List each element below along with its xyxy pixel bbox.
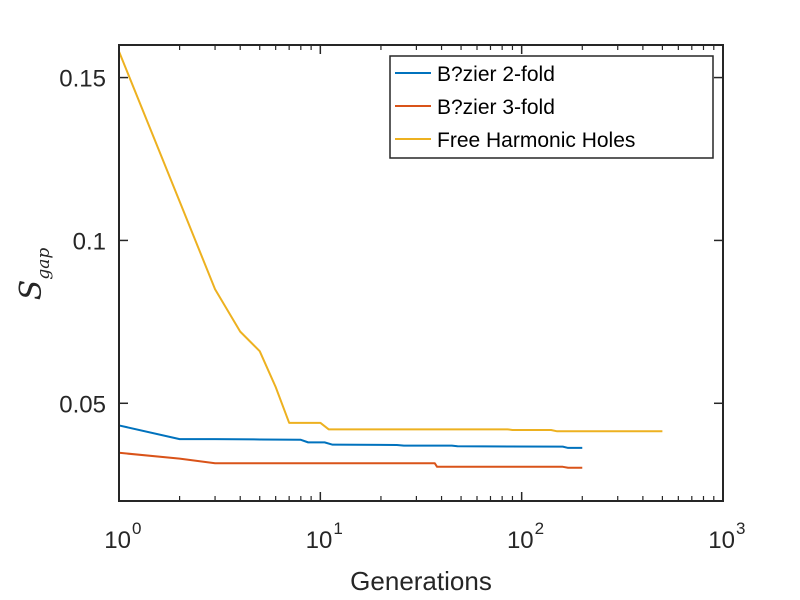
- legend-label-3: Free Harmonic Holes: [437, 129, 635, 152]
- y-tick-label: 0.05: [59, 391, 106, 418]
- legend-items: B?zier 2-fold B?zier 3-fold Free Harmonic …: [395, 63, 635, 152]
- legend-box: [389, 55, 714, 159]
- plot-frame: [118, 44, 724, 502]
- legend: B?zier 2-fold B?zier 3-fold Free Harmonic …: [389, 55, 714, 159]
- series-line-3: [118, 51, 663, 433]
- y-axis-title-main: S: [14, 280, 49, 301]
- x-tick-label: 10: [507, 527, 534, 554]
- x-tick-label-exponent: 0: [132, 519, 141, 538]
- x-tick-label-exponent: 2: [535, 519, 544, 538]
- x-axis-title: Generations: [350, 566, 492, 596]
- legend-label-1: B?zier 2-fold: [437, 63, 555, 86]
- y-axis-title-subscript: gap: [34, 248, 54, 280]
- series-line-2: [118, 451, 583, 469]
- series-layer: [118, 51, 663, 469]
- y-tick-label: 0.15: [59, 66, 106, 93]
- y-tick-label: 0.1: [73, 228, 106, 255]
- series-line-1: [118, 424, 583, 449]
- y-axis-title: Sgap: [14, 248, 54, 301]
- x-tick-label-exponent: 1: [333, 519, 342, 538]
- x-tick-label: 10: [708, 527, 735, 554]
- svg-text:Sgap: Sgap: [14, 248, 54, 301]
- legend-label-2: B?zier 3-fold: [437, 96, 555, 119]
- x-tick-label: 10: [104, 527, 131, 554]
- x-tick-label: 10: [306, 527, 333, 554]
- x-tick-label-exponent: 3: [736, 519, 745, 538]
